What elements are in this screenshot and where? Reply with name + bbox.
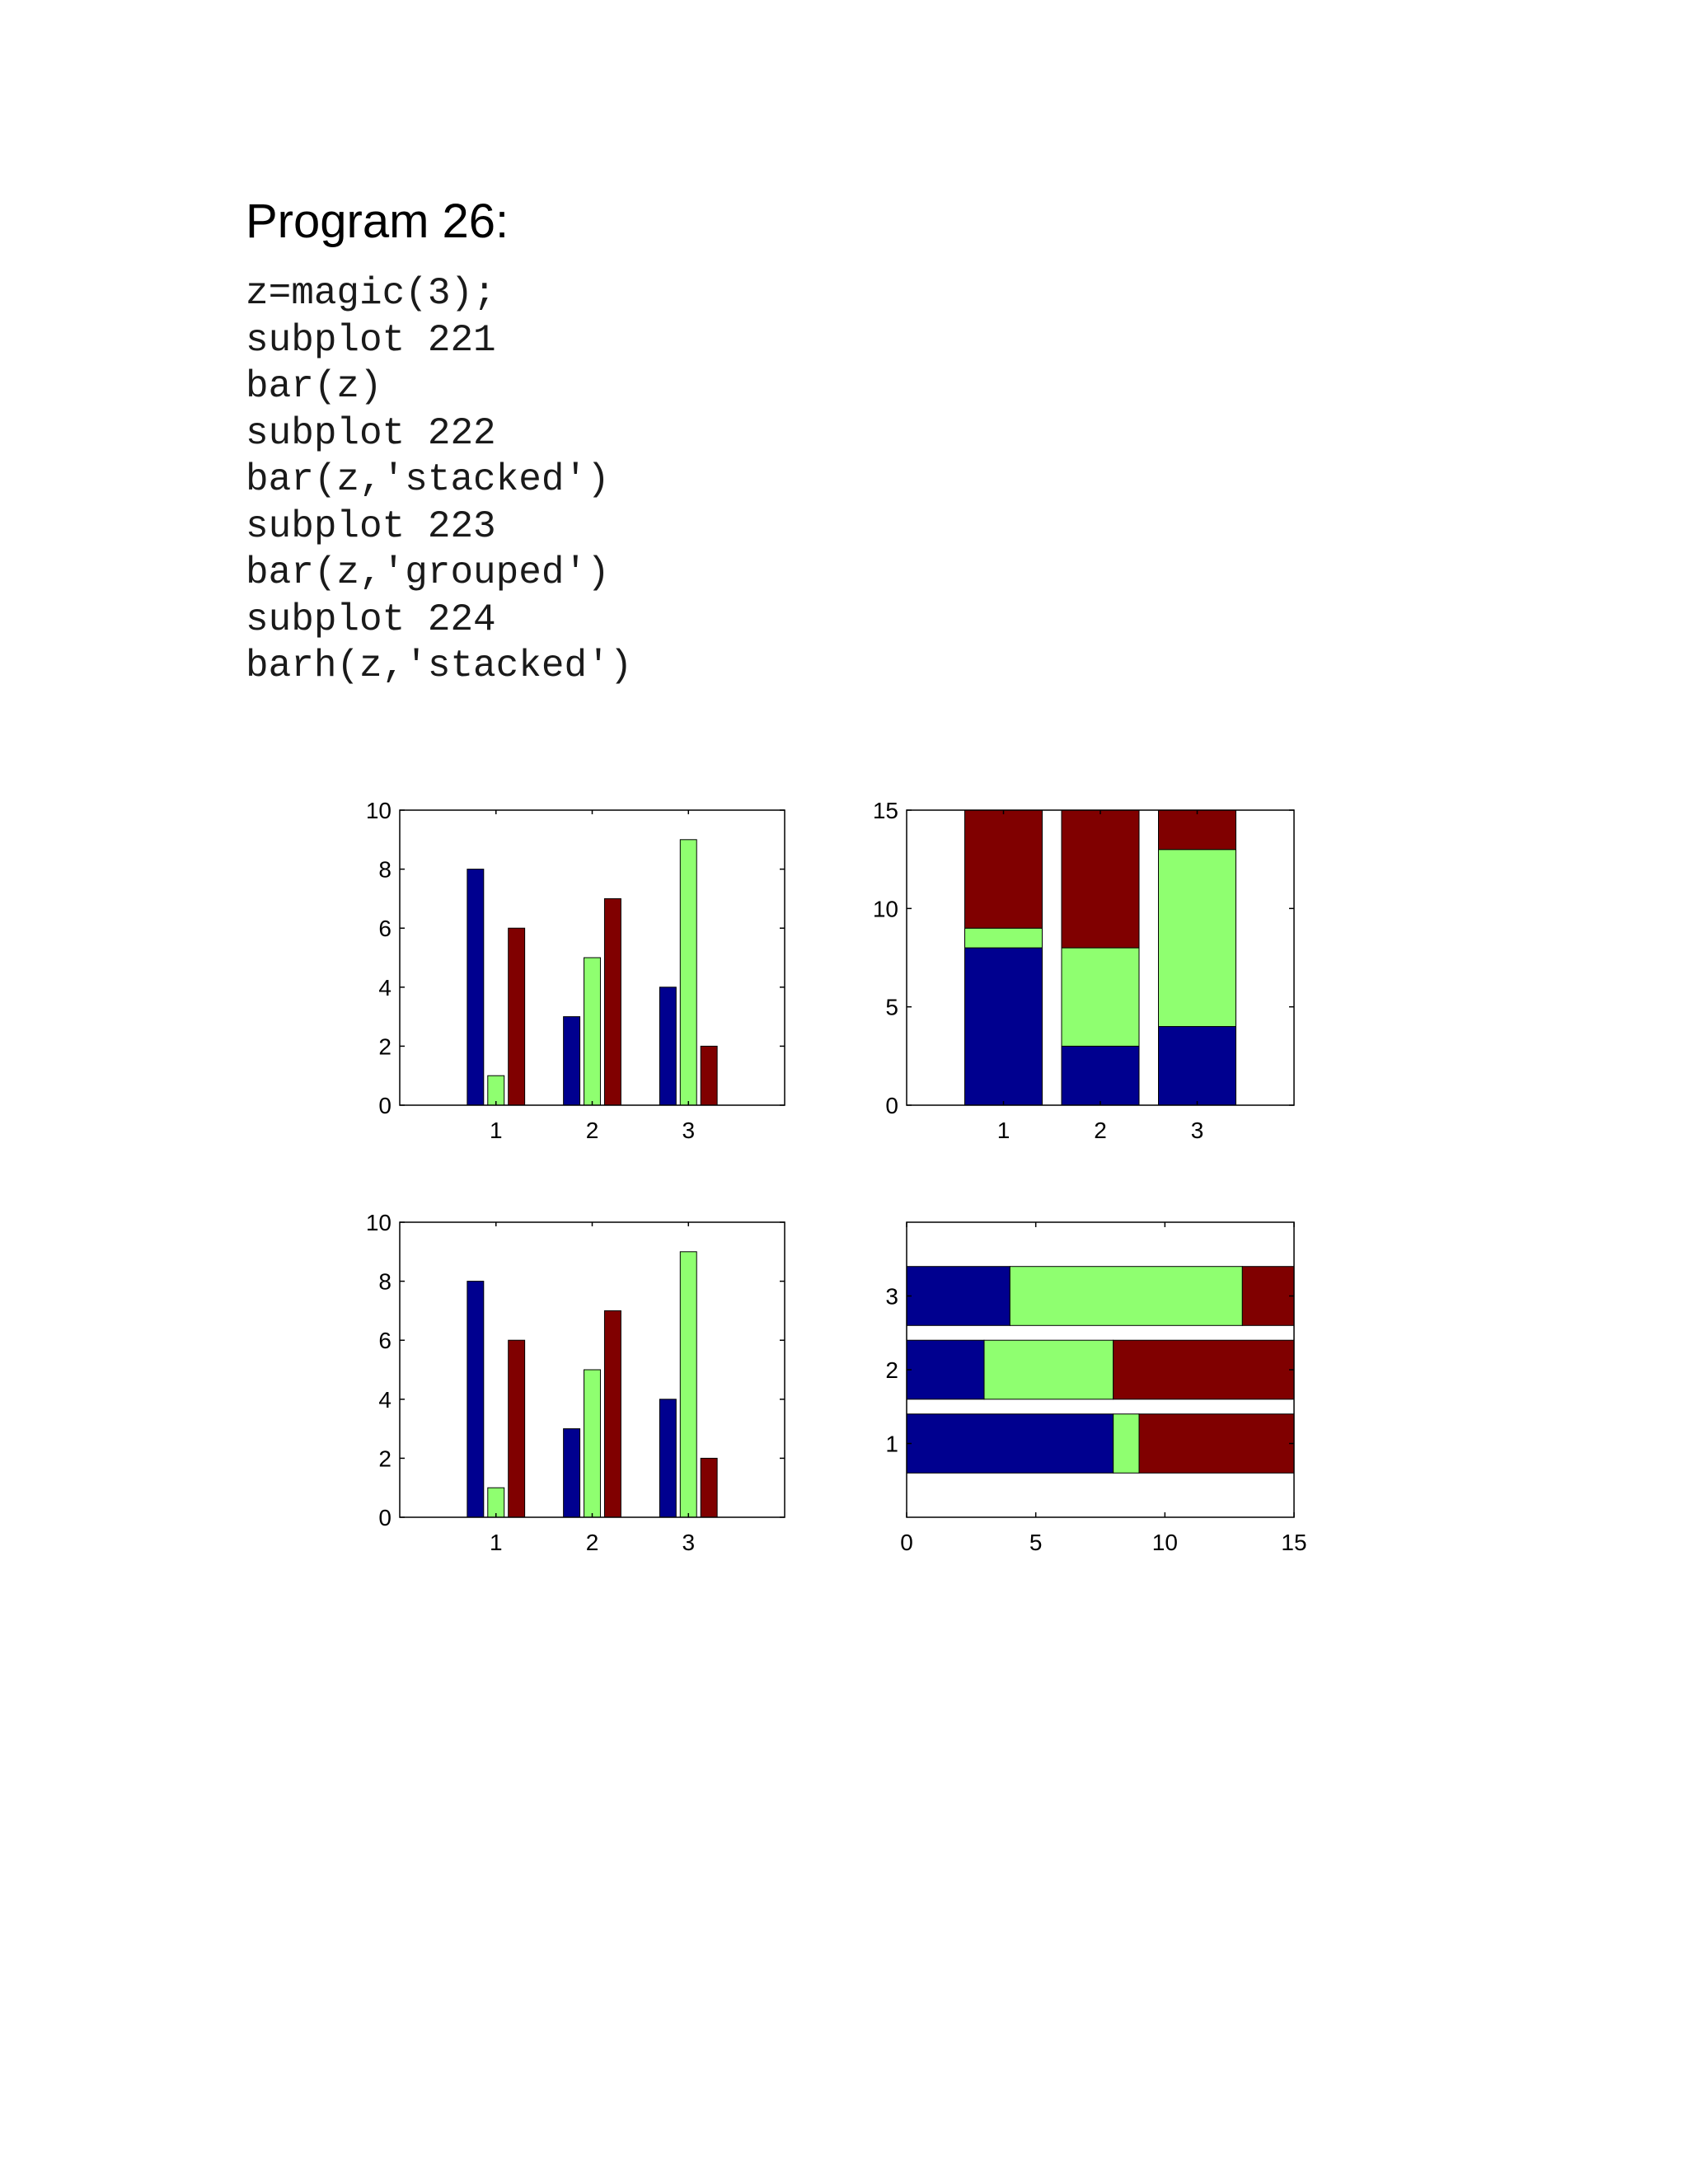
y-tick-label: 2 bbox=[378, 1033, 392, 1059]
bar bbox=[563, 1016, 581, 1106]
y-tick-label: 10 bbox=[366, 798, 392, 823]
bar bbox=[467, 869, 485, 1106]
x-tick-label: 1 bbox=[997, 1118, 1010, 1143]
bar bbox=[584, 957, 601, 1106]
axes-frame bbox=[399, 809, 785, 1106]
bar bbox=[563, 1428, 581, 1518]
bar bbox=[700, 1457, 718, 1518]
subplot-2: 1 2 3 0 5 10 15 bbox=[873, 798, 1295, 1143]
stacked-hbar-segment bbox=[983, 1339, 1114, 1400]
y-tick-label: 10 bbox=[366, 1210, 392, 1235]
axes-frame bbox=[906, 1221, 1295, 1518]
stacked-hbar-segment bbox=[1113, 1413, 1140, 1474]
stacked-bar-segment bbox=[1061, 1045, 1140, 1106]
subplot-3: 1 2 3 0 2 4 6 8 10 bbox=[366, 1210, 785, 1555]
y-tick-label: 15 bbox=[873, 798, 898, 823]
bar bbox=[603, 1310, 621, 1518]
bar bbox=[467, 1281, 485, 1518]
bar bbox=[584, 1369, 601, 1518]
y-tick-label: 1 bbox=[885, 1432, 898, 1457]
x-tick-label: 3 bbox=[1191, 1118, 1204, 1143]
code-line: bar(z,'stacked') bbox=[246, 458, 610, 501]
code-line: z=magic(3); bbox=[246, 272, 496, 315]
x-tick-label: 10 bbox=[1152, 1530, 1178, 1555]
x-tick-label: 2 bbox=[1094, 1118, 1107, 1143]
y-tick-label: 3 bbox=[885, 1284, 898, 1310]
x-tick-label: 15 bbox=[1281, 1530, 1306, 1555]
stacked-hbar-segment bbox=[906, 1266, 1010, 1326]
stacked-bar-segment bbox=[1158, 849, 1236, 1028]
y-tick-label: 2 bbox=[378, 1446, 392, 1471]
y-tick-label: 8 bbox=[378, 857, 392, 883]
y-tick-label: 0 bbox=[378, 1505, 392, 1530]
y-tick-label: 5 bbox=[885, 995, 898, 1020]
code-line: barh(z,'stacked') bbox=[246, 644, 633, 687]
x-tick-label: 2 bbox=[586, 1118, 599, 1143]
subplot-4: 1 2 3 0 5 10 15 bbox=[885, 1221, 1307, 1555]
code-line: bar(z,'grouped') bbox=[246, 551, 610, 594]
y-tick-label: 8 bbox=[378, 1269, 392, 1295]
stacked-hbar-segment bbox=[906, 1413, 1114, 1474]
axes-frame bbox=[906, 809, 1295, 1106]
code-line: subplot 223 bbox=[246, 504, 496, 548]
x-tick-label: 1 bbox=[490, 1530, 503, 1555]
bar bbox=[487, 1487, 505, 1518]
code-line: bar(z) bbox=[246, 365, 382, 408]
bar bbox=[659, 1399, 677, 1518]
axes-frame bbox=[399, 1221, 785, 1518]
bar bbox=[700, 1045, 718, 1106]
code-listing: z=magic(3); subplot 221 bar(z) subplot 222 b… bbox=[246, 270, 632, 690]
stacked-bar-segment bbox=[1061, 809, 1140, 949]
stacked-hbar-segment bbox=[1009, 1266, 1243, 1326]
x-tick-label: 2 bbox=[586, 1530, 599, 1555]
program-title: Program 26: bbox=[246, 194, 509, 248]
x-tick-label: 3 bbox=[682, 1118, 695, 1143]
y-tick-label: 0 bbox=[885, 1093, 898, 1118]
code-line: subplot 222 bbox=[246, 411, 496, 455]
x-tick-label: 1 bbox=[490, 1118, 503, 1143]
y-tick-label: 2 bbox=[885, 1357, 898, 1383]
bar bbox=[679, 1251, 697, 1518]
y-tick-label: 0 bbox=[378, 1093, 392, 1118]
x-tick-label: 5 bbox=[1029, 1530, 1043, 1555]
stacked-hbar-segment bbox=[1138, 1413, 1295, 1474]
stacked-bar-segment bbox=[1158, 1026, 1236, 1106]
stacked-bar-segment bbox=[1158, 809, 1236, 851]
x-tick-label: 0 bbox=[900, 1530, 913, 1555]
stacked-hbar-segment bbox=[1241, 1266, 1295, 1326]
stacked-bar-segment bbox=[964, 809, 1043, 929]
subplot-1: 1 2 3 0 2 4 6 8 10 bbox=[366, 798, 785, 1143]
y-tick-label: 10 bbox=[873, 896, 898, 921]
stacked-bar-segment bbox=[964, 947, 1043, 1106]
code-line: subplot 224 bbox=[246, 598, 496, 641]
stacked-bar-segment bbox=[1061, 947, 1140, 1047]
bar bbox=[603, 898, 621, 1106]
bar bbox=[487, 1075, 505, 1106]
bar bbox=[679, 839, 697, 1106]
stacked-bar-segment bbox=[964, 927, 1043, 949]
stacked-hbar-segment bbox=[1113, 1339, 1295, 1400]
y-tick-label: 4 bbox=[378, 1387, 392, 1413]
bar bbox=[659, 987, 677, 1106]
y-tick-label: 6 bbox=[378, 916, 392, 941]
bar bbox=[508, 927, 526, 1106]
y-tick-label: 6 bbox=[378, 1328, 392, 1353]
bar bbox=[508, 1339, 526, 1518]
x-tick-label: 3 bbox=[682, 1530, 695, 1555]
stacked-hbar-segment bbox=[906, 1339, 985, 1400]
y-tick-label: 4 bbox=[378, 975, 392, 1001]
code-line: subplot 221 bbox=[246, 318, 496, 362]
